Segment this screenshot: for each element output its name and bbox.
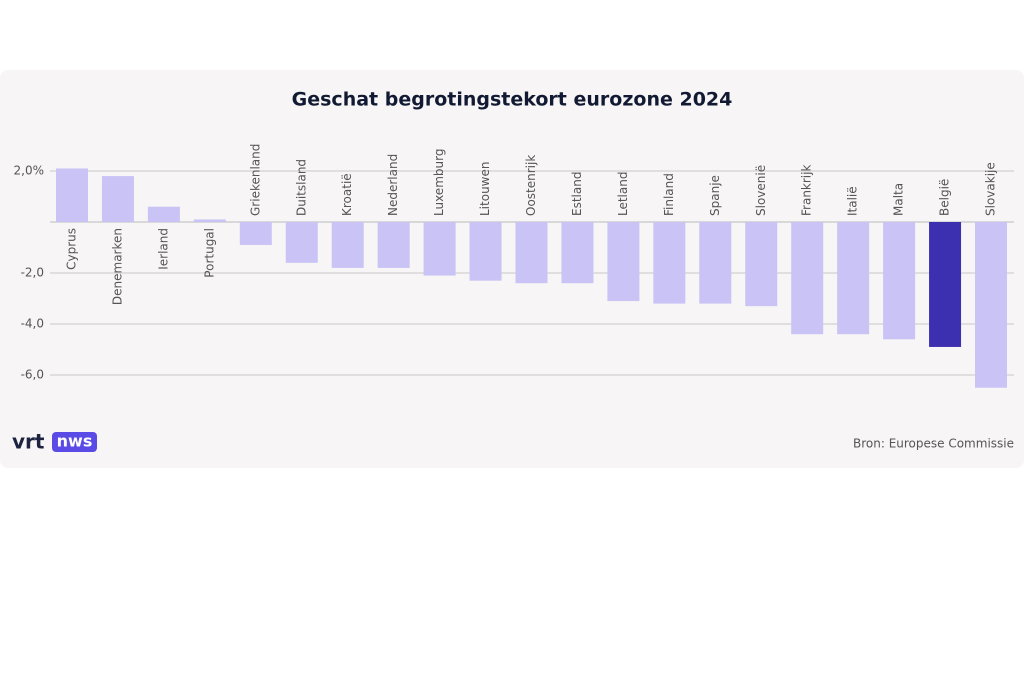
- x-tick-label: Finland: [662, 173, 676, 216]
- x-tick-label: Letland: [616, 172, 630, 216]
- x-tick-label: België: [938, 179, 952, 216]
- bar: [929, 222, 962, 347]
- bar: [837, 222, 870, 335]
- x-tick-label: Cyprus: [65, 228, 79, 270]
- y-tick-label: 2,0%: [14, 164, 45, 178]
- x-tick-label: Malta: [892, 183, 906, 216]
- bar: [975, 222, 1007, 388]
- x-tick-label: Denemarken: [110, 228, 124, 305]
- x-tick-label: Litouwen: [478, 162, 492, 216]
- bar: [239, 222, 272, 245]
- bar: [699, 222, 732, 304]
- x-tick-label: Spanje: [708, 175, 722, 216]
- x-tick-label: Estland: [570, 172, 584, 216]
- y-tick-label: -4,0: [21, 317, 44, 331]
- logo-brand: vrt: [12, 430, 45, 454]
- logo-badge: [52, 432, 97, 452]
- y-tick-label: -6,0: [21, 368, 44, 382]
- chart-title: Geschat begrotingstekort eurozone 2024: [292, 89, 733, 111]
- source: Bron: Europese Commissie: [853, 437, 1014, 451]
- bar: [561, 222, 594, 284]
- bar: [147, 206, 180, 222]
- x-tick-label: Luxemburg: [432, 149, 446, 216]
- bar: [56, 168, 88, 222]
- x-tick-label: Oostenrijk: [524, 155, 538, 216]
- x-tick-label: Portugal: [202, 228, 216, 278]
- x-tick-label: Slovakije: [984, 162, 998, 216]
- bar: [745, 222, 778, 307]
- x-tick-label: Italië: [846, 186, 860, 216]
- x-tick-label: Kroatië: [340, 173, 354, 216]
- bar: [653, 222, 686, 304]
- bar: [607, 222, 640, 302]
- bar: [101, 176, 134, 222]
- x-tick-label: Nederland: [386, 154, 400, 216]
- y-tick-label: -2,0: [21, 266, 44, 280]
- x-tick-label: Frankrijk: [800, 165, 814, 216]
- bar: [377, 222, 410, 268]
- bar: [331, 222, 364, 268]
- bar: [285, 222, 318, 263]
- x-tick-label: Duitsland: [294, 159, 308, 216]
- bar: [469, 222, 502, 281]
- x-tick-label: Griekenland: [248, 144, 262, 216]
- bar: [423, 222, 456, 276]
- x-tick-label: Ierland: [156, 228, 170, 270]
- logo-badge-text: nws: [57, 432, 93, 451]
- x-tick-label: Slovenië: [754, 165, 768, 216]
- bar: [193, 219, 226, 222]
- card: [0, 70, 1024, 468]
- bar: [515, 222, 548, 284]
- bar: [883, 222, 916, 340]
- bar: [791, 222, 824, 335]
